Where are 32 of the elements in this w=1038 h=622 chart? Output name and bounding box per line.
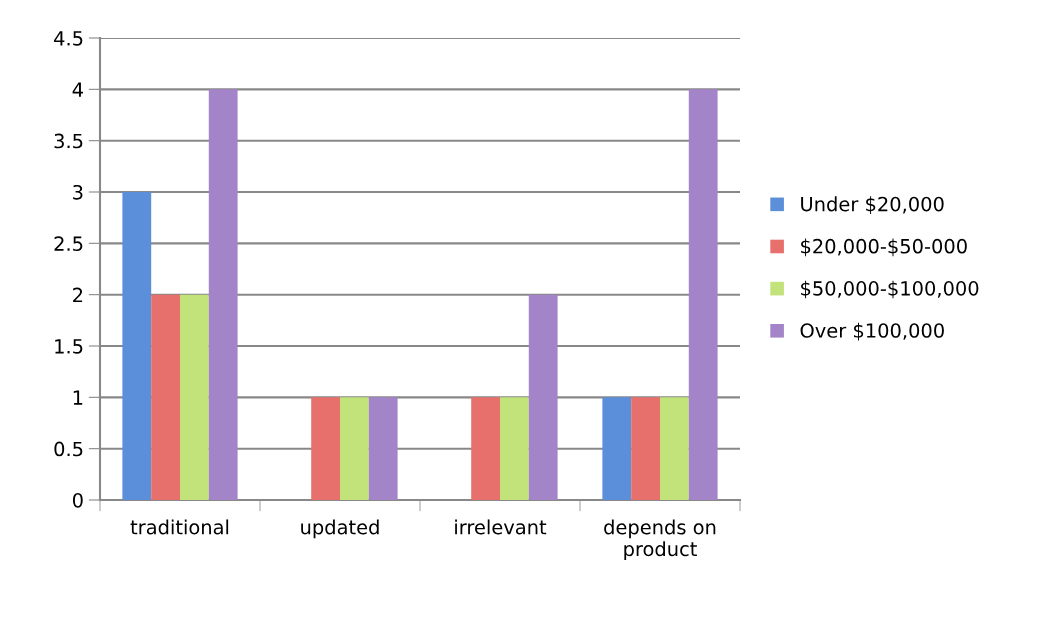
y-tick-label: 1	[73, 390, 83, 405]
legend-label: $50,000-$100,000	[801, 280, 979, 299]
legend-label: Under $20,000	[801, 196, 944, 214]
y-tick-label: 1.5	[55, 339, 83, 354]
x-tick-label: updated	[301, 519, 379, 539]
y-tick-label: 3	[73, 184, 83, 200]
bar	[368, 397, 398, 500]
legend-label: $20,000-$50-000	[801, 238, 967, 257]
bar	[500, 397, 529, 500]
y-tick-label: 3.5	[54, 133, 83, 149]
bar	[660, 397, 689, 500]
bar	[340, 397, 369, 500]
bar	[631, 397, 660, 500]
bar	[602, 397, 632, 500]
y-tick-label: 2	[73, 287, 83, 303]
bar	[688, 89, 718, 500]
x-tick-label: traditional	[130, 519, 229, 535]
y-tick-label: 4.5	[54, 31, 83, 46]
bar	[151, 294, 180, 500]
x-tick-label: irrelevant	[455, 519, 547, 535]
y-tick-label: 4	[72, 82, 83, 97]
bar	[471, 397, 500, 500]
legend-label: Over $100,000	[800, 322, 944, 341]
bar	[122, 192, 152, 500]
y-tick-label: 0.5	[54, 441, 83, 457]
y-tick-label: 2.5	[54, 236, 83, 251]
bar	[180, 294, 209, 500]
x-tick-label: depends on product	[604, 519, 716, 561]
bar	[528, 294, 558, 500]
bar	[311, 397, 340, 500]
y-tick-label: 0	[72, 492, 83, 508]
bar	[208, 89, 238, 500]
